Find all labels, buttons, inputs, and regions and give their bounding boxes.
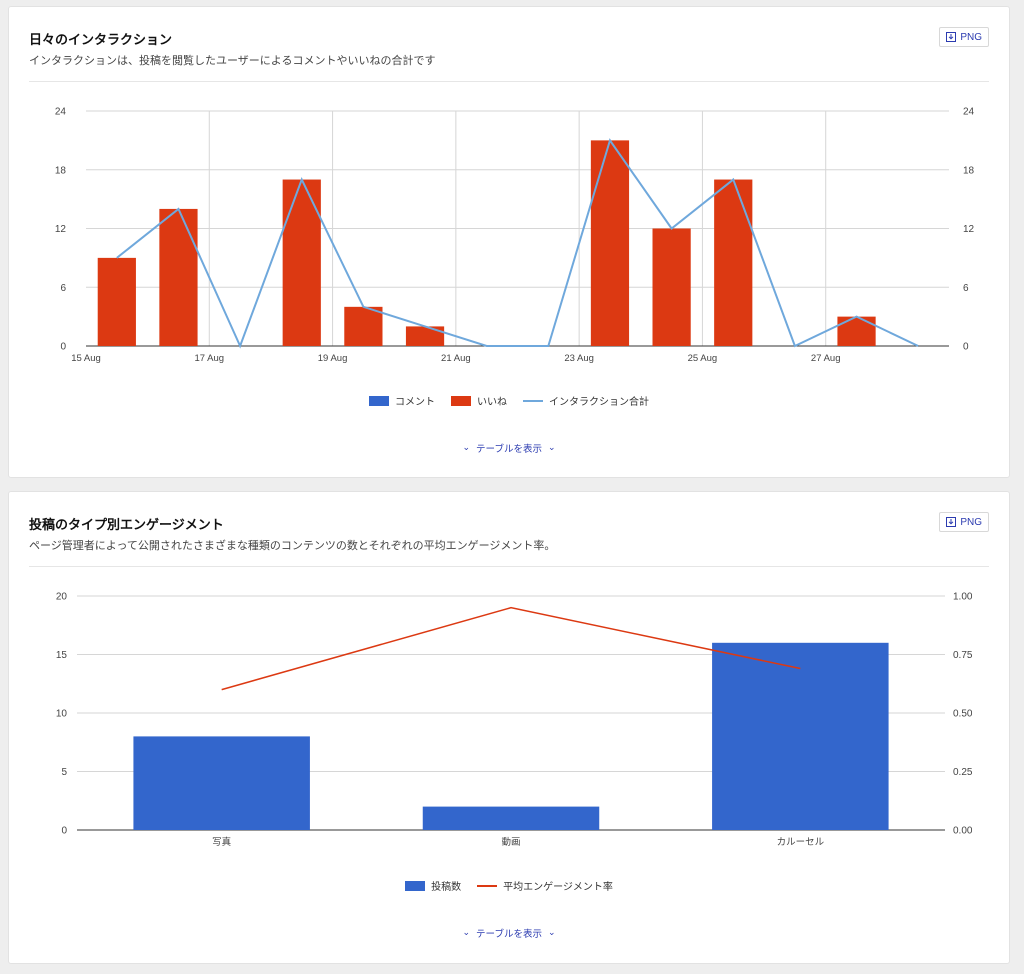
chevron-down-icon: ⌄ xyxy=(462,442,471,453)
chevron-down-icon: ⌄ xyxy=(547,927,556,938)
chevron-down-icon: ⌄ xyxy=(462,927,471,938)
like-bar xyxy=(837,316,876,346)
y2-tick-label: 18 xyxy=(963,165,975,176)
png-label: PNG xyxy=(960,31,982,43)
x-tick-label: 21 Aug xyxy=(441,353,471,364)
legend-label: インタラクション合計 xyxy=(549,397,649,408)
y-tick-label: 12 xyxy=(55,224,67,235)
png-label: PNG xyxy=(960,516,982,528)
y2-tick-label: 24 xyxy=(963,107,975,118)
y2-tick-label: 12 xyxy=(963,224,975,235)
card-title: 日々のインタラクション xyxy=(29,33,173,48)
daily-interactions-card: 日々のインタラクション インタラクションは、投稿を閲覧したユーザーによるコメント… xyxy=(8,6,1010,478)
legend-label: いいね xyxy=(477,397,507,408)
y2-tick-label: 1.00 xyxy=(953,592,973,603)
daily-interactions-chart: 0 6 12 18 24 0 6 12 18 24 15 Aug 17 Aug 19 Aug 21 Aug… xyxy=(55,107,975,365)
download-icon xyxy=(946,32,957,42)
legend-swatch xyxy=(523,399,543,402)
x-tick-label: 15 Aug xyxy=(71,353,101,364)
engagement-by-type-card: 投稿のタイプ別エンゲージメント ページ管理者によって公開されたさまざまな種類のコ… xyxy=(8,491,1010,964)
divider xyxy=(29,81,989,82)
card-subtitle: インタラクションは、投稿を閲覧したユーザーによるコメントやいいねの合計です xyxy=(29,54,436,67)
y-tick-label: 18 xyxy=(55,165,67,176)
post-count-bar xyxy=(712,642,889,830)
like-bar xyxy=(714,179,753,346)
like-bar xyxy=(652,228,691,346)
show-table-toggle[interactable]: ⌄ テーブルを表示 ⌄ xyxy=(9,926,1009,940)
chart-legend: コメント いいね インタラクション合計 xyxy=(9,393,1009,408)
like-bar xyxy=(344,306,383,346)
like-bar xyxy=(159,208,198,346)
like-bar xyxy=(405,326,445,346)
card-title: 投稿のタイプ別エンゲージメント xyxy=(29,518,224,533)
show-table-toggle[interactable]: ⌄ テーブルを表示 ⌄ xyxy=(9,441,1009,455)
x-tick-label: 17 Aug xyxy=(194,353,224,364)
toggle-label: テーブルを表示 xyxy=(476,929,542,940)
legend-item: インタラクション合計 xyxy=(523,393,649,408)
png-download-button[interactable]: PNG xyxy=(939,27,989,47)
legend-swatch xyxy=(477,884,498,887)
legend-item: 平均エンゲージメント率 xyxy=(477,878,613,893)
x-tick-label: 動画 xyxy=(501,837,520,848)
y2-tick-label: 0.50 xyxy=(953,709,973,720)
legend-item: コメント xyxy=(369,393,435,408)
y-tick-label: 5 xyxy=(61,767,67,778)
card-subtitle: ページ管理者によって公開されたさまざまな種類のコンテンツの数とそれぞれの平均エン… xyxy=(29,539,556,552)
y-tick-label: 10 xyxy=(56,709,68,720)
like-bar xyxy=(282,179,321,346)
y2-tick-label: 0.75 xyxy=(953,650,973,661)
y2-tick-label: 0.25 xyxy=(953,767,973,778)
y-tick-label: 0 xyxy=(60,342,66,353)
legend-item: いいね xyxy=(451,393,507,408)
x-tick-label: 23 Aug xyxy=(564,353,594,364)
legend-swatch xyxy=(405,880,426,891)
y-tick-label: 6 xyxy=(60,283,66,294)
y2-tick-label: 0.00 xyxy=(953,826,973,837)
y-tick-label: 0 xyxy=(61,826,67,837)
total-interactions-line xyxy=(116,138,919,349)
post-count-bar xyxy=(133,736,310,830)
y2-tick-label: 0 xyxy=(963,342,969,353)
download-icon xyxy=(946,517,957,527)
toggle-label: テーブルを表示 xyxy=(476,444,542,455)
x-tick-label: 19 Aug xyxy=(318,353,348,364)
divider xyxy=(29,566,989,567)
engagement-rate-line xyxy=(221,606,801,691)
legend-item: 投稿数 xyxy=(405,878,461,893)
chart-legend: 投稿数 平均エンゲージメント率 xyxy=(9,878,1009,893)
x-tick-label: 写真 xyxy=(212,836,231,848)
y-tick-label: 15 xyxy=(56,650,68,661)
x-tick-label: カルーセル xyxy=(777,837,825,848)
legend-label: コメント xyxy=(395,397,435,408)
like-bar xyxy=(590,140,630,346)
png-download-button[interactable]: PNG xyxy=(939,512,989,532)
x-tick-label: 27 Aug xyxy=(811,353,841,364)
legend-label: 投稿数 xyxy=(431,882,462,893)
y-tick-label: 24 xyxy=(55,107,67,118)
legend-swatch xyxy=(451,395,471,406)
legend-swatch xyxy=(369,395,389,406)
like-bar xyxy=(97,257,136,346)
engagement-by-type-chart: 0 5 10 15 20 0.00 0.25 0.50 0.75 1.00 写真 動画 カルーセル xyxy=(56,592,973,849)
legend-label: 平均エンゲージメント率 xyxy=(503,882,613,893)
y2-tick-label: 6 xyxy=(963,283,969,294)
chevron-down-icon: ⌄ xyxy=(547,442,556,453)
x-tick-label: 25 Aug xyxy=(688,353,718,364)
y-tick-label: 20 xyxy=(56,592,68,603)
post-count-bar xyxy=(422,806,600,830)
